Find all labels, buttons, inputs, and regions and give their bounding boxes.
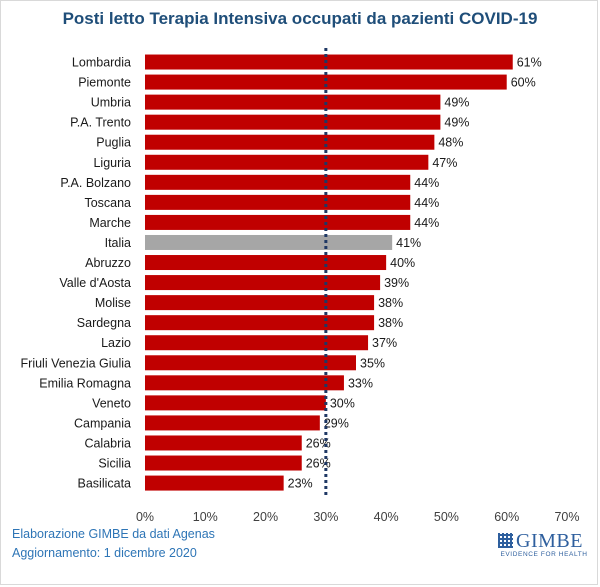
data-label: 60% <box>511 76 536 90</box>
gimbe-logo: GIMBE EVIDENCE FOR HEALTH <box>498 530 588 567</box>
bar <box>145 355 356 371</box>
data-label: 29% <box>324 416 349 430</box>
category-label: Friuli Venezia Giulia <box>21 356 132 370</box>
bar <box>145 154 429 170</box>
category-label: P.A. Bolzano <box>60 176 131 190</box>
data-label: 44% <box>414 196 439 210</box>
data-label: 26% <box>306 457 331 471</box>
bar <box>145 395 326 411</box>
category-label: Basilicata <box>78 477 132 491</box>
x-tick-label: 50% <box>434 510 459 524</box>
data-label: 44% <box>414 176 439 190</box>
data-label: 40% <box>390 256 415 270</box>
bar <box>145 134 435 150</box>
category-label: P.A. Trento <box>70 116 131 130</box>
data-label: 37% <box>372 336 397 350</box>
category-label: Lombardia <box>72 56 131 70</box>
category-label: Liguria <box>93 156 131 170</box>
bar <box>145 214 411 230</box>
bar <box>145 174 411 190</box>
category-label: Piemonte <box>78 76 131 90</box>
bar <box>145 74 507 90</box>
data-label: 33% <box>348 376 373 390</box>
data-label: 35% <box>360 356 385 370</box>
category-label: Emilia Romagna <box>39 376 131 390</box>
bar <box>145 455 302 471</box>
category-label: Veneto <box>92 396 131 410</box>
category-label: Calabria <box>84 436 131 450</box>
bar <box>145 315 375 331</box>
logo-tagline: EVIDENCE FOR HEALTH <box>500 551 588 558</box>
data-label: 41% <box>396 236 421 250</box>
x-tick-label: 30% <box>313 510 338 524</box>
category-label: Valle d'Aosta <box>59 276 131 290</box>
data-label: 61% <box>517 56 542 70</box>
category-label: Umbria <box>91 96 131 110</box>
category-label: Sardegna <box>77 316 131 330</box>
bar <box>145 435 302 451</box>
category-label: Toscana <box>84 196 131 210</box>
data-label: 30% <box>330 396 355 410</box>
x-tick-label: 10% <box>193 510 218 524</box>
category-label: Italia <box>105 236 131 250</box>
data-label: 47% <box>432 156 457 170</box>
bar <box>145 475 284 491</box>
bar <box>145 375 344 391</box>
x-tick-label: 0% <box>136 510 154 524</box>
bar <box>145 335 369 351</box>
bar <box>145 415 320 431</box>
bar <box>145 255 387 271</box>
bar <box>145 54 513 70</box>
data-label: 23% <box>288 477 313 491</box>
data-label: 49% <box>444 96 469 110</box>
x-tick-label: 20% <box>253 510 278 524</box>
data-label: 44% <box>414 216 439 230</box>
category-label: Abruzzo <box>85 256 131 270</box>
bar <box>145 275 381 291</box>
category-label: Campania <box>74 416 131 430</box>
chart-title: Posti letto Terapia Intensiva occupati d… <box>62 9 538 28</box>
footer-update: Aggiornamento: 1 dicembre 2020 <box>12 546 197 560</box>
category-label: Molise <box>95 296 131 310</box>
footer-source: Elaborazione GIMBE da dati Agenas <box>12 527 215 541</box>
x-tick-label: 70% <box>554 510 579 524</box>
x-tick-label: 40% <box>374 510 399 524</box>
category-label: Marche <box>89 216 131 230</box>
logo-name: GIMBE <box>516 530 583 552</box>
category-label: Lazio <box>101 336 131 350</box>
data-label: 39% <box>384 276 409 290</box>
bar <box>145 234 393 250</box>
bar <box>145 194 411 210</box>
bar <box>145 295 375 311</box>
bar <box>145 94 441 110</box>
category-label: Sicilia <box>98 457 131 471</box>
data-label: 49% <box>444 116 469 130</box>
data-label: 48% <box>438 136 463 150</box>
logo-grid-icon <box>498 533 513 548</box>
bar <box>145 114 441 130</box>
data-label: 38% <box>378 296 403 310</box>
x-tick-label: 60% <box>494 510 519 524</box>
data-label: 38% <box>378 316 403 330</box>
category-label: Puglia <box>96 136 131 150</box>
